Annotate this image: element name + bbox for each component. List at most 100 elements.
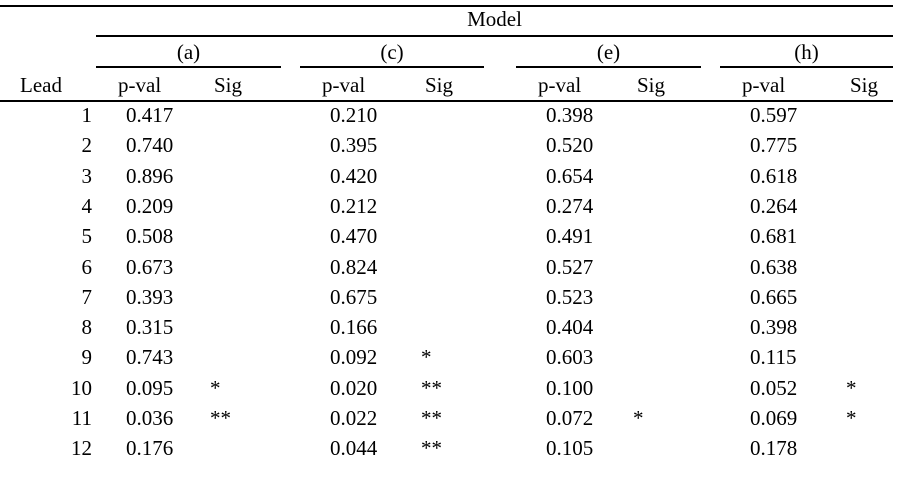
- sig-cell: [421, 221, 461, 251]
- sig-cell: [421, 100, 461, 130]
- sig-cell: **: [421, 436, 442, 460]
- pval-cell: 0.740: [126, 133, 174, 157]
- pval-header: p-val: [118, 73, 162, 97]
- pval-cell: 0.398: [546, 103, 594, 127]
- pval-cell: 0.176: [126, 436, 174, 460]
- sig-cell: [633, 312, 673, 342]
- sig-cell: **: [421, 376, 442, 400]
- pval-cell: 0.166: [330, 315, 378, 339]
- sig-cell: [210, 312, 250, 342]
- pval-cell: 0.264: [750, 194, 798, 218]
- pval-cell: 0.404: [546, 315, 594, 339]
- pval-header: p-val: [742, 73, 786, 97]
- sig-cell: [210, 282, 250, 312]
- pval-cell: 0.393: [126, 285, 174, 309]
- lead-cell: 1: [81, 103, 93, 127]
- sig-cell: [210, 100, 250, 130]
- pval-cell: 0.105: [546, 436, 594, 460]
- pval-cell: 0.210: [330, 103, 378, 127]
- lead-cell: 9: [81, 345, 93, 369]
- model-group-rule: [300, 66, 484, 68]
- pval-cell: 0.072: [546, 406, 594, 430]
- pval-cell: 0.743: [126, 345, 174, 369]
- model-group-rule: [516, 66, 701, 68]
- pval-cell: 0.527: [546, 255, 594, 279]
- sig-cell: *: [633, 406, 644, 430]
- model-header: Model: [467, 7, 522, 31]
- sig-cell: [421, 130, 461, 160]
- sig-cell: [846, 312, 886, 342]
- pval-cell: 0.618: [750, 164, 798, 188]
- lead-header: Lead: [20, 73, 62, 97]
- sig-cell: [846, 130, 886, 160]
- sig-cell: [633, 161, 673, 191]
- lead-cell: 4: [81, 194, 93, 218]
- pval-cell: 0.209: [126, 194, 174, 218]
- pval-cell: 0.052: [750, 376, 798, 400]
- pval-cell: 0.523: [546, 285, 594, 309]
- pval-header: p-val: [538, 73, 582, 97]
- pval-cell: 0.100: [546, 376, 594, 400]
- sig-header: Sig: [425, 73, 454, 97]
- pval-cell: 0.681: [750, 224, 798, 248]
- sig-cell: [633, 100, 673, 130]
- sig-cell: *: [421, 345, 432, 369]
- pval-cell: 0.491: [546, 224, 594, 248]
- sig-cell: [846, 433, 886, 463]
- header-rule: [0, 100, 893, 102]
- pval-cell: 0.638: [750, 255, 798, 279]
- sig-cell: [633, 342, 673, 372]
- sig-cell: [846, 191, 886, 221]
- lead-cell: 10: [71, 376, 92, 400]
- pval-cell: 0.044: [330, 436, 378, 460]
- pval-cell: 0.020: [330, 376, 378, 400]
- sig-cell: [633, 373, 673, 403]
- sig-cell: [633, 282, 673, 312]
- lead-cell: 7: [81, 285, 93, 309]
- model-group-rule: [96, 66, 281, 68]
- pval-cell: 0.420: [330, 164, 378, 188]
- sig-cell: *: [846, 376, 857, 400]
- pval-cell: 0.395: [330, 133, 378, 157]
- sig-cell: [633, 191, 673, 221]
- sig-cell: [421, 191, 461, 221]
- sig-cell: [210, 191, 250, 221]
- sig-cell: [846, 252, 886, 282]
- sig-header: Sig: [214, 73, 243, 97]
- pval-cell: 0.775: [750, 133, 798, 157]
- pval-cell: 0.398: [750, 315, 798, 339]
- pval-cell: 0.508: [126, 224, 174, 248]
- sig-header: Sig: [637, 73, 666, 97]
- sig-cell: *: [846, 406, 857, 430]
- model-rule: [96, 35, 893, 37]
- pval-cell: 0.178: [750, 436, 798, 460]
- sig-cell: [421, 282, 461, 312]
- model-group-label: (a): [176, 40, 201, 64]
- sig-cell: [210, 252, 250, 282]
- pval-header: p-val: [322, 73, 366, 97]
- sig-header: Sig: [850, 73, 879, 97]
- top-rule: [0, 5, 893, 7]
- pval-cell: 0.470: [330, 224, 378, 248]
- pval-cell: 0.069: [750, 406, 798, 430]
- pval-cell: 0.417: [126, 103, 174, 127]
- sig-cell: [421, 312, 461, 342]
- lead-cell: 5: [81, 224, 93, 248]
- pval-cell: 0.675: [330, 285, 378, 309]
- pval-cell: 0.274: [546, 194, 594, 218]
- sig-cell: [421, 252, 461, 282]
- sig-cell: [633, 221, 673, 251]
- pval-cell: 0.315: [126, 315, 174, 339]
- lead-cell: 12: [71, 436, 92, 460]
- model-group-label: (e): [596, 40, 621, 64]
- pval-cell: 0.092: [330, 345, 378, 369]
- lead-cell: 2: [81, 133, 93, 157]
- sig-cell: [846, 161, 886, 191]
- sig-cell: [421, 161, 461, 191]
- sig-cell: [846, 221, 886, 251]
- pval-cell: 0.520: [546, 133, 594, 157]
- pval-cell: 0.212: [330, 194, 378, 218]
- pval-cell: 0.896: [126, 164, 174, 188]
- pval-cell: 0.115: [750, 345, 797, 369]
- sig-cell: [633, 130, 673, 160]
